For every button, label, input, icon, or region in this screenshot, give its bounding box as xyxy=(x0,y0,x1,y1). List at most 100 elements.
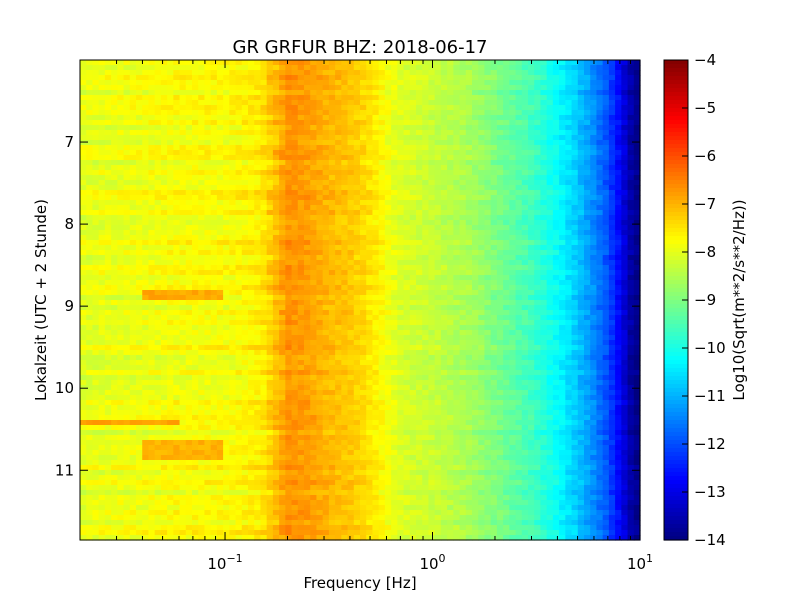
heatmap-cell xyxy=(316,200,324,206)
heatmap-cell xyxy=(260,140,268,146)
heatmap-cell xyxy=(111,140,118,146)
heatmap-cell xyxy=(192,245,199,251)
heatmap-cell xyxy=(559,285,566,291)
heatmap-cell xyxy=(104,120,112,126)
heatmap-cell xyxy=(335,170,342,176)
heatmap-cell xyxy=(602,175,610,181)
heatmap-cell xyxy=(136,155,143,161)
heatmap-cell xyxy=(447,260,454,266)
heatmap-cell xyxy=(111,205,118,211)
heatmap-cell xyxy=(378,300,386,306)
heatmap-cell xyxy=(627,95,635,101)
heatmap-cell xyxy=(297,275,305,281)
heatmap-cell xyxy=(129,320,137,326)
heatmap-cell xyxy=(478,160,486,166)
heatmap-cell xyxy=(192,270,199,276)
heatmap-cell xyxy=(304,325,311,331)
heatmap-cell xyxy=(453,115,461,121)
heatmap-cell xyxy=(136,185,143,191)
heatmap-cell xyxy=(509,230,517,236)
heatmap-cell xyxy=(322,305,330,311)
heatmap-cell xyxy=(590,135,598,141)
heatmap-cell xyxy=(254,120,262,126)
heatmap-cell xyxy=(447,285,454,291)
heatmap-cell xyxy=(596,220,604,226)
heatmap-cell xyxy=(328,205,336,211)
heatmap-cell xyxy=(521,90,529,96)
heatmap-cell xyxy=(496,140,504,146)
heatmap-cell xyxy=(552,160,560,166)
heatmap-cell xyxy=(496,280,504,286)
heatmap-cell xyxy=(198,220,206,226)
heatmap-cell xyxy=(459,65,467,71)
heatmap-cell xyxy=(521,135,529,141)
heatmap-cell xyxy=(216,270,224,276)
heatmap-cell xyxy=(584,285,591,291)
heatmap-cell xyxy=(235,80,243,86)
heatmap-cell xyxy=(136,255,143,261)
heatmap-cell xyxy=(285,330,293,336)
heatmap-cell xyxy=(434,320,442,326)
heatmap-cell xyxy=(279,200,286,206)
heatmap-cell xyxy=(503,130,510,136)
heatmap-cell xyxy=(615,70,622,76)
heatmap-cell xyxy=(447,255,454,261)
heatmap-cell xyxy=(322,60,330,66)
heatmap-cell xyxy=(204,190,212,196)
heatmap-cell xyxy=(565,250,573,256)
heatmap-cell xyxy=(98,220,106,226)
heatmap-cell xyxy=(627,225,635,231)
heatmap-cell xyxy=(117,245,125,251)
heatmap-cell xyxy=(422,265,430,271)
heatmap-cell xyxy=(459,225,467,231)
heatmap-cell xyxy=(142,295,150,301)
heatmap-cell xyxy=(297,295,305,301)
heatmap-cell xyxy=(378,265,386,271)
heatmap-cell xyxy=(416,270,423,276)
heatmap-cell xyxy=(86,240,94,246)
heatmap-cell xyxy=(552,260,560,266)
heatmap-cell xyxy=(565,295,573,301)
heatmap-cell xyxy=(285,95,293,101)
heatmap-cell xyxy=(328,195,336,201)
heatmap-cell xyxy=(509,325,517,331)
heatmap-cell xyxy=(335,155,342,161)
heatmap-cell xyxy=(229,270,237,276)
heatmap-cell xyxy=(260,120,268,126)
heatmap-cell xyxy=(403,185,411,191)
heatmap-cell xyxy=(160,150,168,156)
heatmap-cell xyxy=(546,225,554,231)
heatmap-cell xyxy=(534,120,542,126)
heatmap-cell xyxy=(148,230,156,236)
heatmap-cell xyxy=(366,260,374,266)
heatmap-cell xyxy=(509,95,517,101)
heatmap-cell xyxy=(366,325,374,331)
heatmap-cell xyxy=(509,190,517,196)
heatmap-cell xyxy=(459,140,467,146)
heatmap-cell xyxy=(577,275,585,281)
heatmap-cell xyxy=(229,275,237,281)
heatmap-cell xyxy=(179,185,187,191)
heatmap-cell xyxy=(602,105,610,111)
heatmap-cell xyxy=(310,250,318,256)
heatmap-cell xyxy=(98,300,106,306)
heatmap-cell xyxy=(559,135,566,141)
heatmap-cell xyxy=(546,265,554,271)
heatmap-cell xyxy=(534,95,542,101)
heatmap-cell xyxy=(403,235,411,241)
heatmap-cell xyxy=(490,325,498,331)
heatmap-cell xyxy=(92,95,100,101)
heatmap-cell xyxy=(384,95,392,101)
heatmap-cell xyxy=(148,135,156,141)
heatmap-cell xyxy=(266,110,274,116)
heatmap-cell xyxy=(428,65,436,71)
heatmap-cell xyxy=(179,65,187,71)
heatmap-cell xyxy=(509,130,517,136)
heatmap-cell xyxy=(241,120,249,126)
heatmap-cell xyxy=(590,155,598,161)
heatmap-cell xyxy=(360,130,367,136)
heatmap-cell xyxy=(403,260,411,266)
heatmap-cell xyxy=(565,260,573,266)
heatmap-cell xyxy=(148,130,156,136)
heatmap-cell xyxy=(279,155,286,161)
